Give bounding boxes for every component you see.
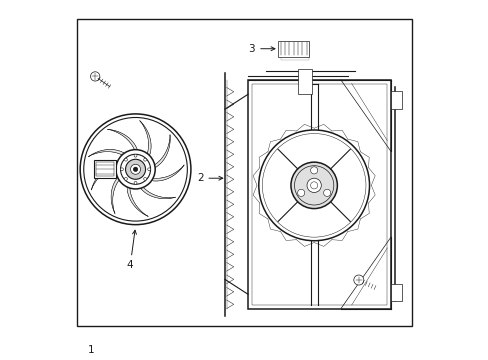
Circle shape — [125, 159, 145, 179]
Circle shape — [124, 158, 127, 161]
Circle shape — [124, 177, 127, 180]
Circle shape — [121, 168, 123, 171]
Circle shape — [310, 167, 317, 174]
Polygon shape — [141, 187, 175, 199]
Text: 4: 4 — [126, 230, 136, 270]
Bar — [390, 284, 401, 301]
Bar — [96, 162, 114, 176]
Circle shape — [134, 181, 137, 184]
Text: 1: 1 — [87, 345, 94, 355]
Circle shape — [133, 167, 138, 171]
Polygon shape — [88, 149, 124, 157]
Polygon shape — [107, 129, 137, 150]
Circle shape — [90, 72, 100, 81]
Circle shape — [116, 150, 155, 189]
Bar — [77, 19, 411, 327]
Bar — [298, 69, 312, 94]
Circle shape — [130, 164, 140, 174]
Circle shape — [306, 178, 321, 193]
Bar — [390, 91, 401, 109]
Bar — [280, 44, 308, 60]
Text: 2: 2 — [196, 173, 223, 183]
Circle shape — [258, 130, 369, 241]
Circle shape — [310, 182, 317, 189]
Circle shape — [147, 168, 150, 171]
Polygon shape — [91, 164, 116, 190]
Circle shape — [134, 154, 137, 157]
Polygon shape — [140, 121, 151, 156]
Circle shape — [297, 189, 304, 197]
Polygon shape — [127, 187, 148, 216]
Circle shape — [290, 162, 337, 208]
Bar — [251, 84, 386, 305]
Circle shape — [80, 114, 190, 225]
Text: 3: 3 — [248, 44, 274, 54]
Polygon shape — [111, 177, 119, 213]
Circle shape — [323, 189, 330, 197]
Polygon shape — [151, 165, 183, 181]
Circle shape — [83, 117, 187, 221]
Circle shape — [121, 154, 150, 184]
Polygon shape — [154, 135, 170, 167]
Circle shape — [143, 158, 146, 161]
Bar — [247, 80, 390, 309]
Circle shape — [353, 275, 363, 285]
Circle shape — [143, 177, 146, 180]
Bar — [278, 41, 308, 57]
Bar — [94, 160, 116, 178]
